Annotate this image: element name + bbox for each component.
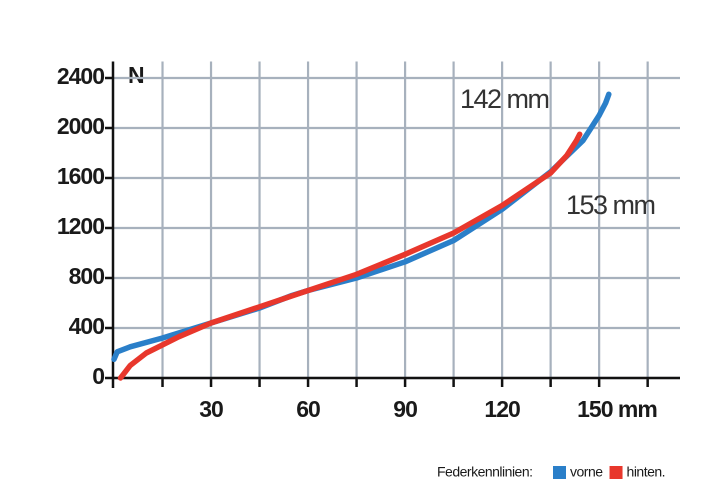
y-axis-label: N xyxy=(128,62,144,88)
annotation: 153 mm xyxy=(566,190,655,220)
x-tick-label: 30 xyxy=(199,396,223,422)
y-tick-label: 0 xyxy=(92,363,104,389)
y-tick-label: 400 xyxy=(69,313,105,339)
x-tick-label: 60 xyxy=(296,396,320,422)
y-tick-label: 2000 xyxy=(57,113,104,139)
annotation: 142 mm xyxy=(460,84,549,114)
y-tick-label: 800 xyxy=(69,263,105,289)
legend-label: hinten. xyxy=(627,464,666,480)
y-tick-label: 2400 xyxy=(57,63,104,89)
series-line xyxy=(117,131,583,381)
legend-title: Federkennlinien: xyxy=(437,464,533,480)
y-tick-label: 1600 xyxy=(57,163,104,189)
x-tick-label: 120 xyxy=(484,396,520,422)
y-tick-label: 1200 xyxy=(57,213,104,239)
legend-swatch xyxy=(609,466,623,479)
x-tick-label: 90 xyxy=(393,396,417,422)
legend-label: vorne xyxy=(570,464,603,480)
x-tick-label: 150 mm xyxy=(577,396,657,422)
legend-swatch xyxy=(553,466,566,479)
series-line xyxy=(111,91,612,363)
